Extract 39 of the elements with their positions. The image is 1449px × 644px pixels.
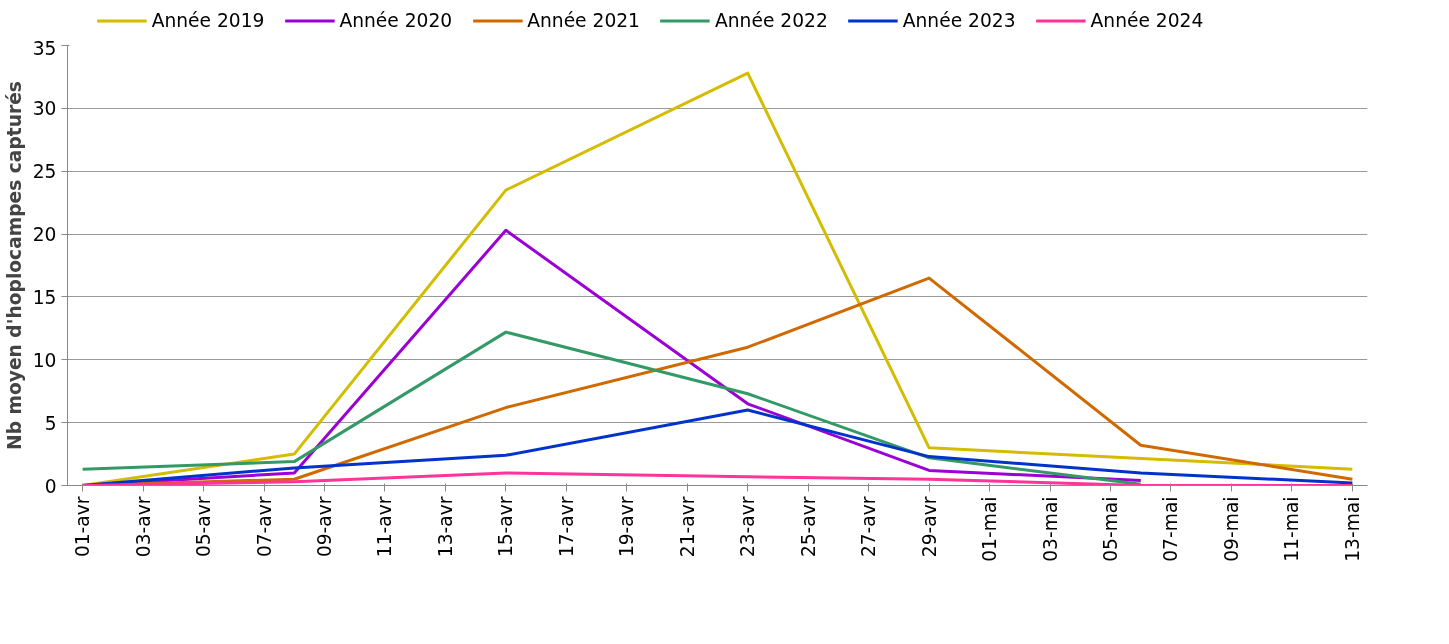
x-tick-label: 03-avr <box>132 496 154 558</box>
x-tick-label: 09-mai <box>1220 496 1242 562</box>
x-tick-label: 19-avr <box>616 496 638 558</box>
x-tick-label: 09-avr <box>313 496 335 558</box>
x-tick-label: 25-avr <box>797 496 819 558</box>
y-tick-label: 35 <box>32 37 57 59</box>
x-tick-label: 01-mai <box>979 496 1001 562</box>
x-tick-label: 07-avr <box>253 496 275 558</box>
x-tick-label: 27-avr <box>858 496 880 558</box>
x-tick-label: 15-avr <box>495 496 517 558</box>
legend-label: Année 2019 <box>151 9 265 31</box>
line-series <box>81 330 1143 486</box>
legend-label: Année 2020 <box>339 9 453 31</box>
y-tick-label: 10 <box>32 349 57 371</box>
legend-label: Année 2023 <box>902 9 1016 31</box>
line-series <box>81 471 1354 486</box>
legend-label: Année 2022 <box>715 9 828 31</box>
x-tick-label: 29-avr <box>918 496 940 558</box>
y-tick-label: 25 <box>32 161 57 183</box>
x-tick-label: 21-avr <box>676 496 698 558</box>
x-tick-label: 05-mai <box>1100 496 1122 562</box>
x-tick-label: 13-mai <box>1341 496 1363 562</box>
x-tick-label: 13-avr <box>434 496 456 558</box>
x-tick-label: 03-mai <box>1039 496 1061 562</box>
legend-label: Année 2021 <box>527 9 640 31</box>
x-tick-label: 11-mai <box>1281 496 1303 562</box>
y-tick-label: 5 <box>44 412 57 434</box>
x-tick-label: 05-avr <box>193 496 215 558</box>
x-tick-label: 07-mai <box>1160 496 1182 562</box>
y-tick-label: 15 <box>32 286 57 308</box>
y-tick-label: 30 <box>32 98 57 120</box>
legend-label: Année 2024 <box>1090 9 1204 31</box>
x-tick-label: 23-avr <box>737 496 759 558</box>
x-tick-label: 17-avr <box>555 496 577 558</box>
y-tick-label: 0 <box>44 475 57 497</box>
y-tick-label: 20 <box>32 224 57 246</box>
x-tick-label: 01-avr <box>72 496 94 558</box>
x-tick-label: 11-avr <box>374 496 396 558</box>
y-axis-title: Nb moyen d'hoplocampes capturés <box>3 81 25 450</box>
